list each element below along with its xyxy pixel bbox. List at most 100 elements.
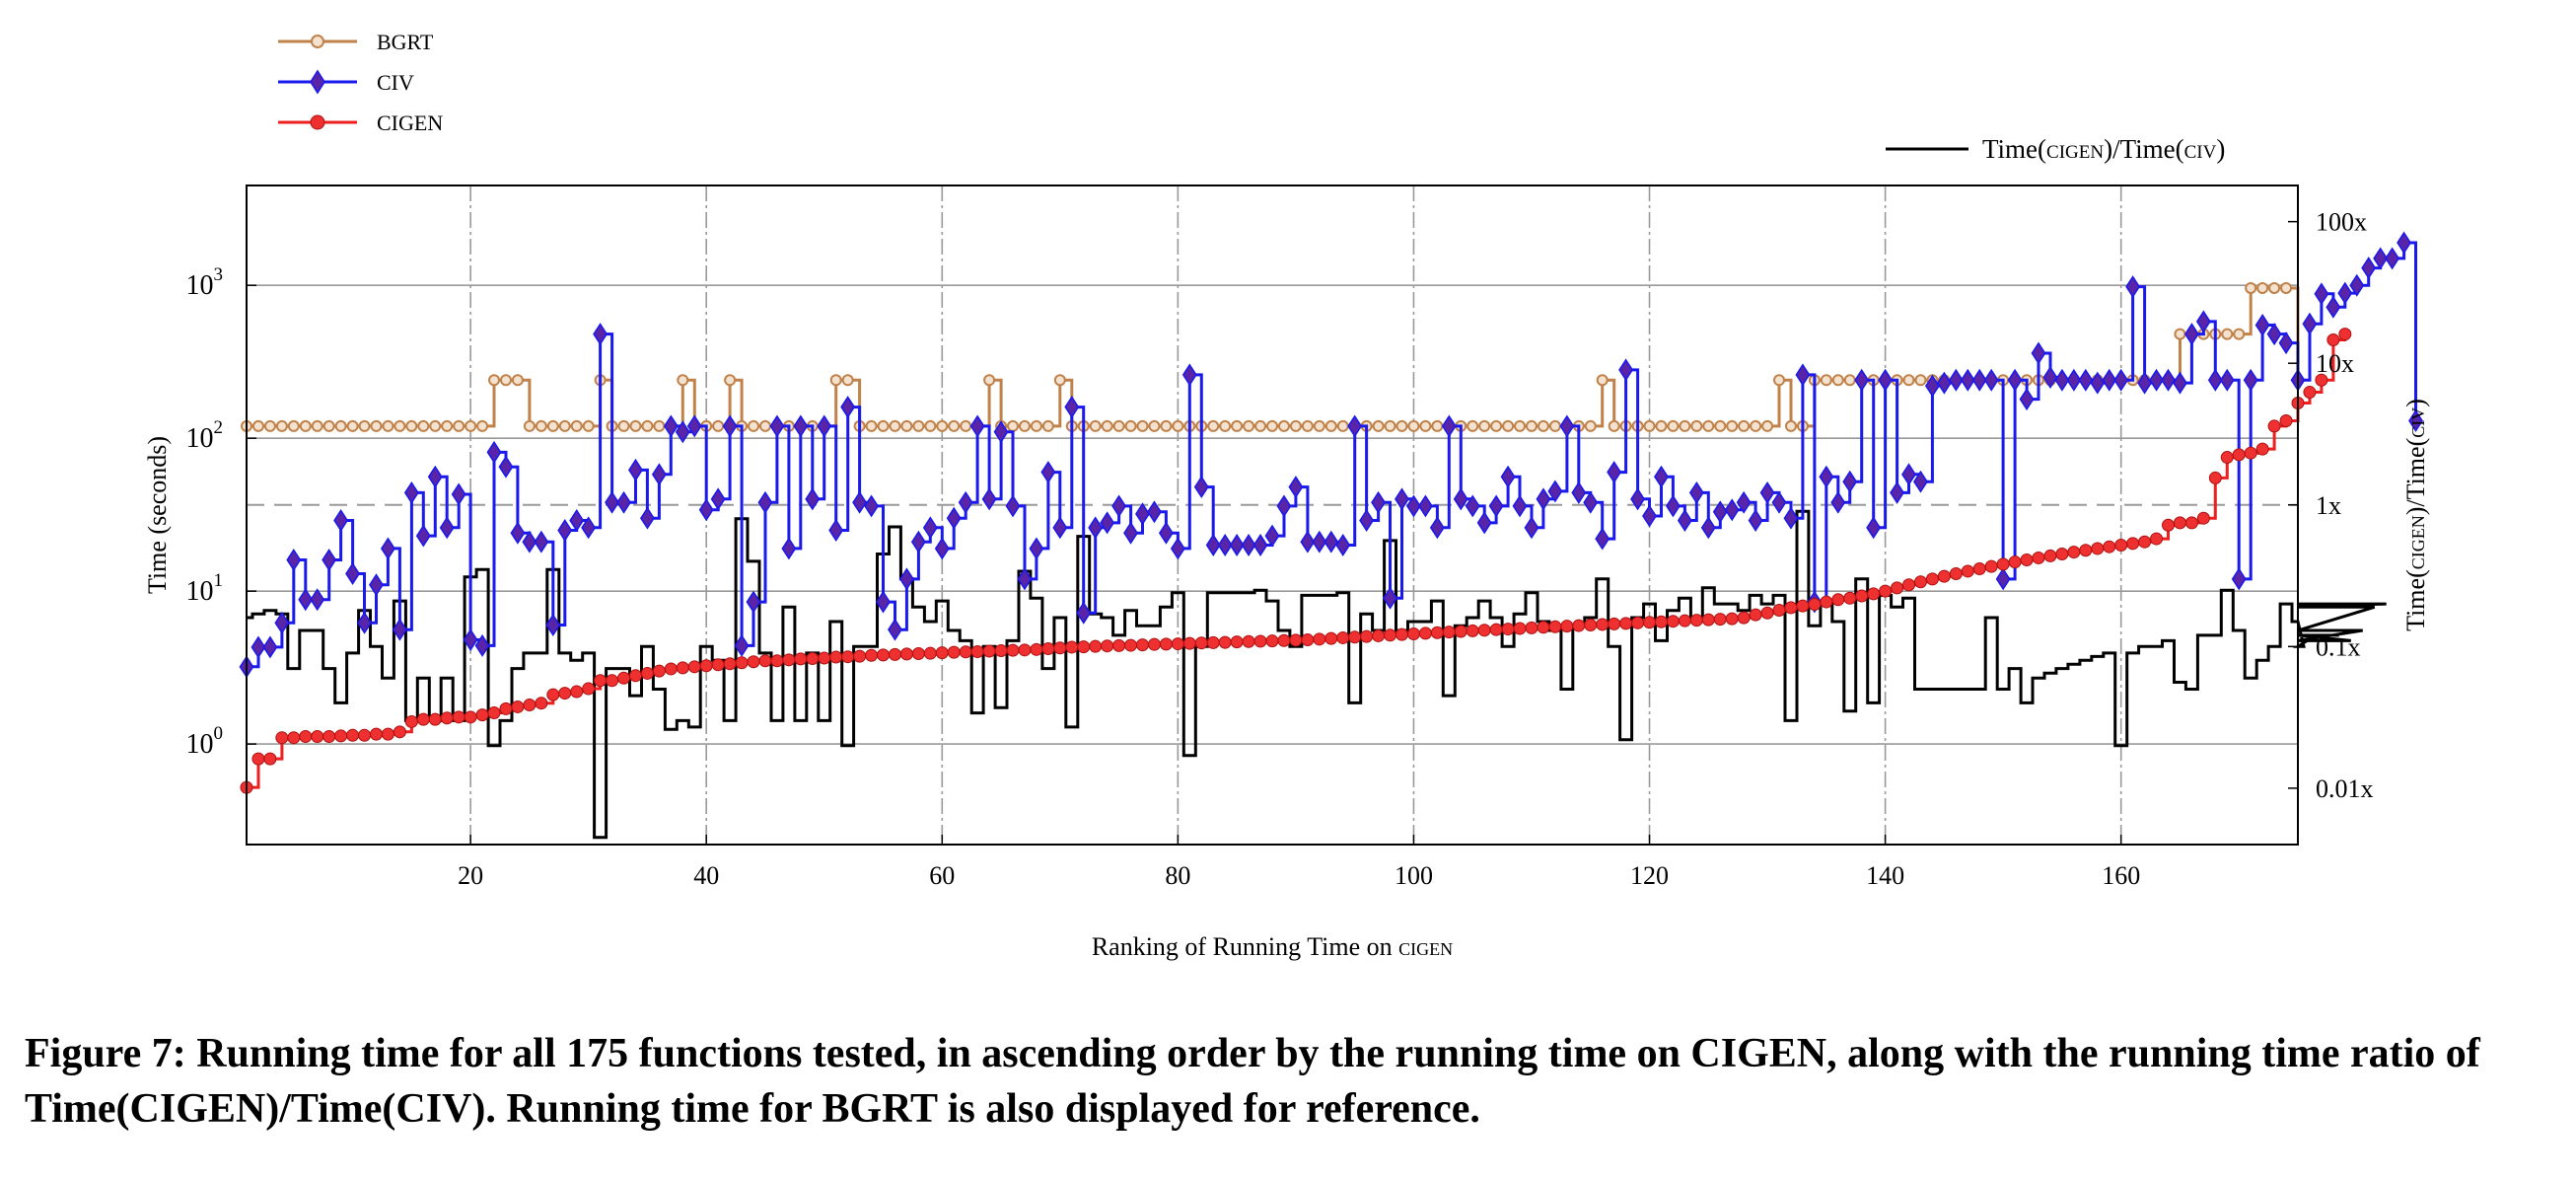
cigen-point (2055, 547, 2069, 560)
civ-point (757, 490, 773, 514)
cigen-point (1289, 633, 1303, 647)
cigen-point (1596, 618, 1610, 631)
civ-point (1913, 470, 1928, 493)
x-tick-label: 100 (1395, 861, 1433, 890)
cigen-point (947, 645, 961, 659)
civ-point (1842, 470, 1858, 493)
civ-point (864, 494, 880, 518)
cigen-point (1041, 642, 1055, 656)
civ-point (840, 396, 856, 419)
civ-point (605, 490, 620, 514)
cigen-point (1537, 621, 1550, 634)
civ-point (1205, 534, 1221, 556)
bgrt-point (1773, 374, 1786, 387)
civ-point (1288, 476, 1304, 499)
civ-point (1405, 494, 1421, 518)
bgrt-point (417, 419, 430, 432)
y2-tick-label: 1x (2316, 491, 2341, 520)
bgrt-point (1608, 419, 1620, 432)
legend-items: BGRT CIV CIGEN Time(cigen)/Time(civ) (278, 30, 2225, 164)
cigen-point (1336, 630, 1350, 644)
bgrt-point (1537, 419, 1549, 432)
civ-point (1983, 368, 1999, 392)
civ-point (1429, 516, 1445, 540)
civ-point (1453, 487, 1468, 511)
civ-point (1618, 358, 1634, 382)
civ-point (2149, 368, 2165, 392)
cigen-point (1949, 566, 1963, 580)
cigen-point (1678, 614, 1691, 627)
bgrt-point (1301, 419, 1314, 432)
civ-point (498, 455, 514, 479)
cigen-point (664, 662, 678, 676)
civ-point (2219, 368, 2235, 392)
cigen-point (2326, 332, 2340, 346)
bgrt-point (948, 419, 961, 432)
cigen-point (487, 705, 501, 719)
civ-point (734, 633, 750, 657)
civ-point (2373, 247, 2389, 270)
civ-point (2408, 409, 2423, 432)
cigen-point (369, 727, 383, 741)
civ-point (946, 506, 962, 530)
bgrt-point (1254, 419, 1267, 432)
bgrt-point (1820, 374, 1832, 387)
cigen-point (1937, 569, 1951, 583)
cigen-point (535, 697, 548, 710)
civ-point (1512, 494, 1528, 518)
bgrt-point (1384, 419, 1396, 432)
cigen-point (723, 657, 737, 671)
cigen-point (1430, 626, 1444, 639)
cigen-point (381, 727, 394, 741)
cigen-point (546, 688, 560, 701)
civ-point (2054, 368, 2070, 392)
civ-point (793, 414, 809, 438)
bgrt-point (570, 419, 583, 432)
bgrt-point (1702, 419, 1715, 432)
y2-tick-label: 0.01x (2316, 774, 2374, 803)
bgrt-point (1478, 419, 1491, 432)
civ-point (1547, 479, 1563, 503)
cigen-point (1879, 584, 1893, 598)
cigen-point (1384, 628, 1397, 642)
civ-point (2326, 295, 2341, 319)
bgrt-point (299, 419, 312, 432)
cigen-point (1147, 637, 1161, 651)
cigen-point (1395, 627, 1408, 641)
cigen-point (251, 752, 265, 766)
civ-point (1866, 516, 1882, 540)
bgrt-point (829, 374, 842, 387)
civ-point (274, 611, 290, 634)
bgrt-point (1643, 419, 1656, 432)
civ-point (1559, 414, 1575, 438)
bgrt-point (441, 419, 454, 432)
civ-point (1300, 530, 1316, 553)
bgrt-point (1018, 419, 1031, 432)
bgrt-point (523, 419, 536, 432)
y2-label-part-5: ) (2401, 399, 2430, 407)
bgrt-point (358, 419, 371, 432)
bgrt-point (724, 374, 737, 387)
civ-point (1383, 586, 1397, 610)
cigen-point (652, 664, 666, 678)
civ-point (1595, 527, 1610, 551)
cigen-point (1749, 608, 1762, 622)
ratio-line (247, 509, 2387, 840)
cigen-point (1701, 613, 1715, 627)
bgrt-point (617, 419, 630, 432)
cigen-point (475, 708, 489, 722)
cigen-point (1689, 614, 1703, 627)
cigen-point (1265, 634, 1279, 648)
cigen-point (1725, 612, 1739, 626)
cigen-point (770, 654, 784, 668)
bgrt-point (1089, 419, 1102, 432)
civ-point (322, 549, 337, 571)
bgrt-point (983, 374, 996, 387)
cigen-point (606, 674, 619, 688)
bgrt-point (1277, 419, 1290, 432)
cigen-point (1784, 601, 1798, 615)
civ-point (1936, 371, 1952, 395)
cigen-point (1961, 564, 1974, 578)
legend-label-bgrt: BGRT (377, 30, 434, 54)
x-tick-label: 80 (1165, 861, 1190, 890)
